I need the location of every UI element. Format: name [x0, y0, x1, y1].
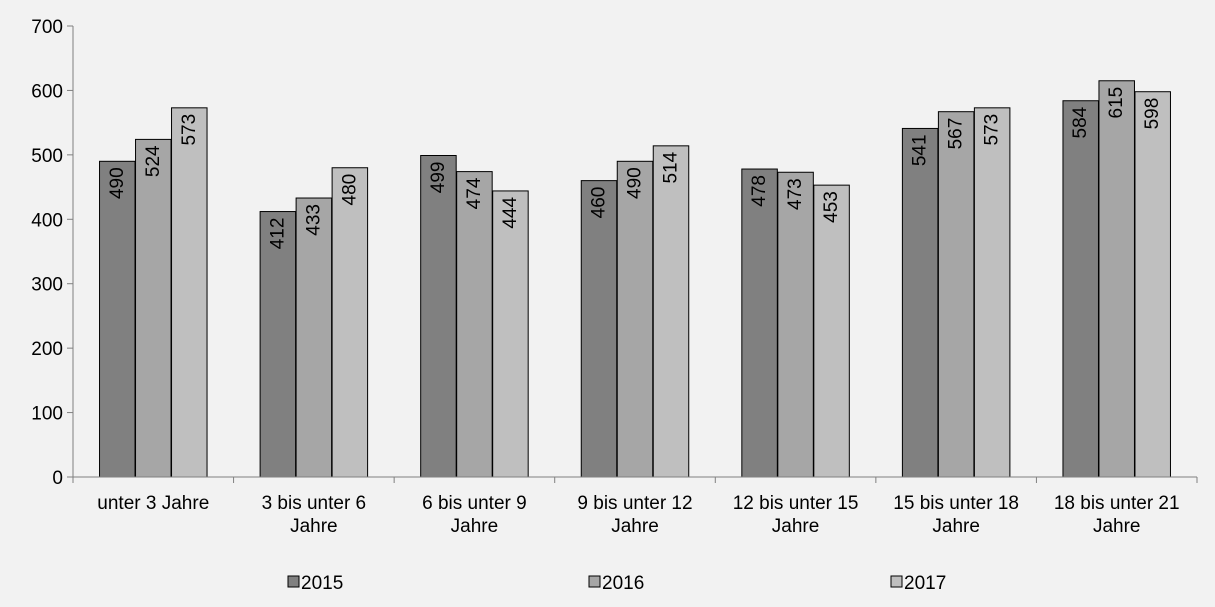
y-tick-label: 100	[31, 404, 63, 425]
bar	[616, 160, 654, 478]
bars	[99, 80, 1171, 478]
legend-swatch	[890, 575, 903, 588]
bar	[1062, 100, 1099, 478]
data-label: 473	[785, 178, 806, 210]
bar	[456, 171, 493, 478]
bar	[420, 155, 457, 478]
data-label: 444	[500, 197, 521, 229]
y-tick-label: 200	[31, 339, 63, 360]
category-label: 9 bis unter 12 Jahre	[577, 493, 692, 537]
bar	[652, 145, 690, 478]
legend-item: 2015	[287, 573, 343, 594]
bar	[901, 127, 939, 478]
data-label: 573	[179, 114, 200, 146]
data-label: 433	[303, 204, 324, 236]
data-label: 573	[982, 114, 1003, 146]
data-label: 541	[910, 134, 931, 166]
data-label: 480	[339, 174, 360, 206]
legend: 2015 2016 2017	[287, 573, 946, 594]
legend-label: 2017	[904, 573, 946, 594]
data-label: 584	[1070, 106, 1091, 138]
data-label: 615	[1106, 87, 1127, 119]
y-tick-label: 700	[31, 17, 63, 38]
data-label: 514	[661, 151, 682, 183]
bar	[492, 190, 529, 478]
legend-swatch	[287, 575, 300, 588]
data-label: 567	[946, 118, 967, 150]
bar	[1134, 91, 1171, 478]
bar	[259, 211, 297, 478]
y-tick-label: 500	[31, 146, 63, 167]
legend-swatch	[588, 575, 601, 588]
data-label: 453	[821, 191, 842, 223]
category-label: 12 bis unter 15 Jahre	[733, 493, 859, 537]
y-tick-label: 400	[31, 210, 63, 231]
data-label: 490	[107, 167, 128, 199]
bar	[741, 168, 778, 478]
y-tick-label: 0	[52, 468, 63, 489]
category-label: 15 bis unter 18 Jahre	[893, 493, 1019, 537]
legend-label: 2016	[602, 573, 644, 594]
category-label: 18 bis unter 21 Jahre	[1054, 493, 1180, 537]
data-label: 412	[267, 218, 288, 250]
y-tick-label: 300	[31, 275, 63, 296]
bar	[1098, 80, 1135, 478]
data-label: 499	[428, 162, 449, 194]
data-label: 524	[143, 145, 164, 177]
legend-label: 2015	[301, 573, 343, 594]
bar	[813, 184, 850, 478]
legend-item: 2017	[890, 573, 946, 594]
y-axis: 0 100 200 300 400 500 600 700	[31, 17, 74, 489]
category-label: 3 bis unter 6 Jahre	[262, 493, 367, 537]
category-label: 6 bis unter 9 Jahre	[422, 493, 527, 537]
data-label: 474	[464, 177, 485, 209]
data-labels: 490 524 573 412 433 480 499 474 444 460 490 514 478 4…	[107, 87, 1163, 249]
y-tick-label: 600	[31, 81, 63, 102]
bar	[295, 197, 333, 478]
bar	[331, 167, 369, 478]
category-label: unter 3 Jahre	[97, 493, 209, 514]
bar	[937, 111, 975, 478]
data-label: 598	[1142, 98, 1163, 130]
bar	[171, 107, 208, 478]
bar	[99, 160, 136, 478]
x-axis: unter 3 Jahre 3 bis unter 6 Jahre 6 bis unt…	[72, 476, 1198, 537]
bar	[973, 107, 1011, 478]
data-label: 478	[749, 175, 770, 207]
data-label: 490	[625, 167, 646, 199]
bar	[580, 180, 618, 478]
data-label: 460	[589, 187, 610, 219]
legend-item: 2016	[588, 573, 644, 594]
bar	[135, 138, 172, 478]
bar	[777, 171, 814, 478]
